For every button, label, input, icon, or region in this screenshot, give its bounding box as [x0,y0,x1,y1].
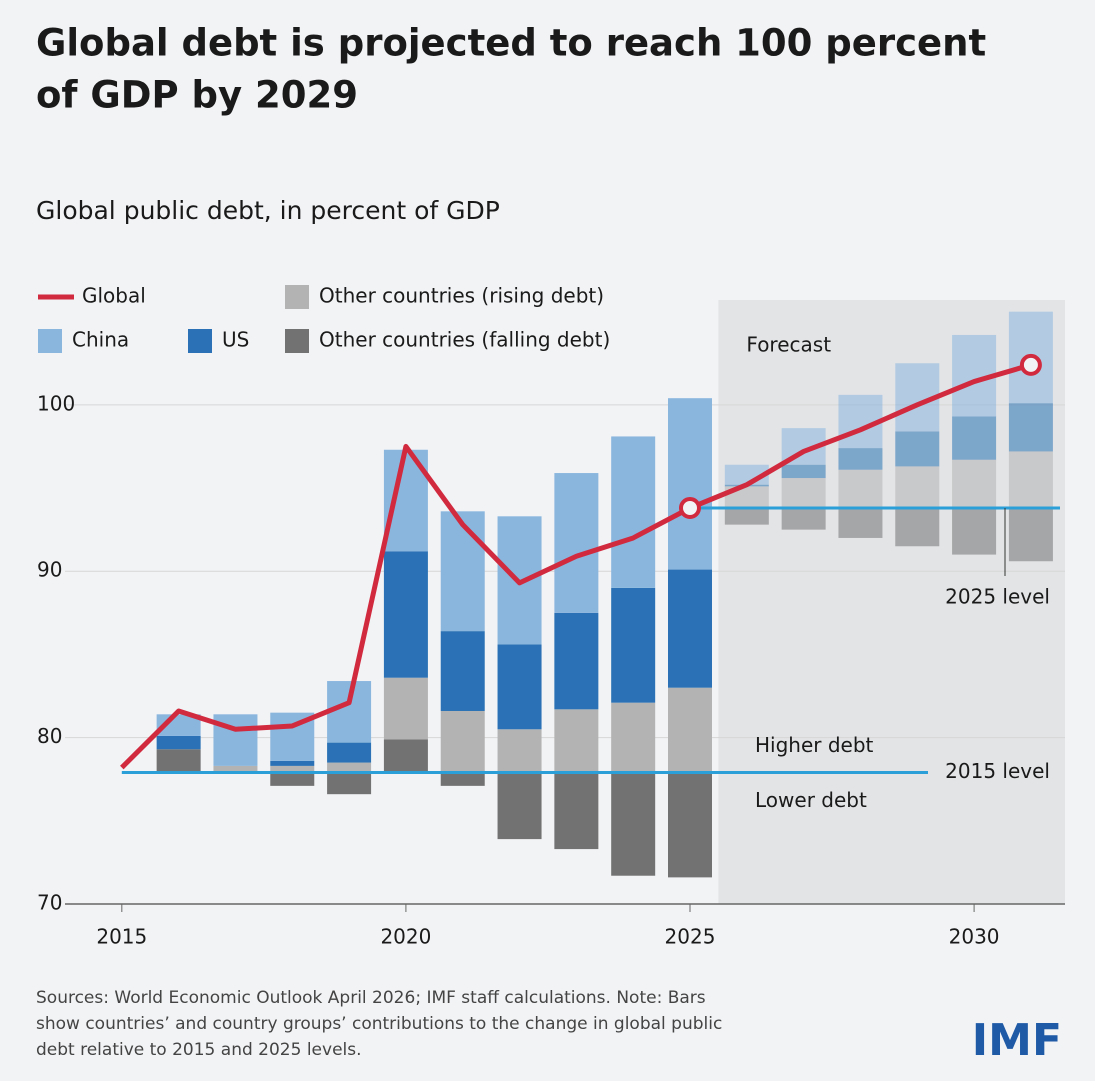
bar [554,473,599,613]
bar [895,507,940,547]
legend-label: China [72,328,129,352]
bar [611,436,656,588]
annotation: Forecast [746,333,831,357]
bar [611,772,656,876]
legend-swatch [188,329,212,353]
bar [1008,403,1053,452]
source: debt relative to 2015 and 2025 levels. [36,1040,362,1060]
bar [895,431,940,467]
chart-title: Global debt is projected to reach 100 pe… [36,22,986,65]
reference-label: 2025 level [945,584,1050,608]
bar [781,478,826,508]
bar [952,507,997,555]
bar [611,587,656,703]
legend-label: Global [82,284,146,308]
bar [383,677,428,740]
bar [668,772,712,878]
bar [327,742,372,763]
bar [497,644,542,730]
x-tick-label: 2015 [96,925,147,949]
bar [327,681,372,743]
bar [724,507,769,525]
bar [440,631,485,711]
bar [554,612,599,710]
bar [156,749,201,773]
annotation: Lower debt [755,788,867,812]
bar [838,448,883,470]
x-tick-label: 2025 [665,925,716,949]
legend-label: Other countries (falling debt) [319,328,610,352]
bar [213,765,258,773]
x-tick-label: 2020 [380,925,431,949]
bar [952,416,997,460]
line-series [120,362,1032,770]
chart-title: of GDP by 2029 [36,74,358,117]
bar [668,569,712,688]
bar [440,772,485,786]
bar [554,709,599,773]
bar [497,729,542,773]
y-tick-label: 100 [37,391,75,415]
annotation: Higher debt [755,733,874,757]
bar [497,772,542,840]
forecast-area [718,300,1065,904]
bar [781,507,826,530]
line-marker [679,496,701,519]
legend-label: Other countries (rising debt) [319,284,604,308]
line-marker [1019,353,1042,376]
bar [1008,507,1053,562]
reference-label: 2015 level [945,759,1050,783]
y-tick-label: 80 [37,724,62,748]
bar [327,762,372,773]
bar [327,772,372,795]
bar [383,551,428,678]
bar [440,511,485,632]
legend-swatch [38,329,62,353]
bar [440,710,485,773]
bar [554,772,599,850]
bar [668,687,712,773]
legend-swatch [285,285,309,309]
y-tick-label: 90 [37,558,62,582]
logo: IMF [972,1015,1062,1066]
legend-swatch [285,329,309,353]
chart-subtitle: Global public debt, in percent of GDP [36,196,500,225]
bar [838,507,883,538]
bar [383,739,428,773]
bar [156,735,201,750]
bar [611,702,656,773]
bar [952,459,997,508]
bar [270,765,315,773]
source: Sources: World Economic Outlook April 20… [36,988,706,1008]
y-tick-label: 70 [37,891,62,915]
bar [895,466,940,508]
source: show countries’ and country groups’ cont… [36,1014,722,1034]
bar [781,464,826,479]
legend-label: US [222,328,249,352]
bar [270,772,315,786]
x-tick-label: 2030 [949,925,1000,949]
bar [270,760,315,766]
bar [1008,451,1053,508]
bar [668,398,712,570]
bar [838,469,883,508]
